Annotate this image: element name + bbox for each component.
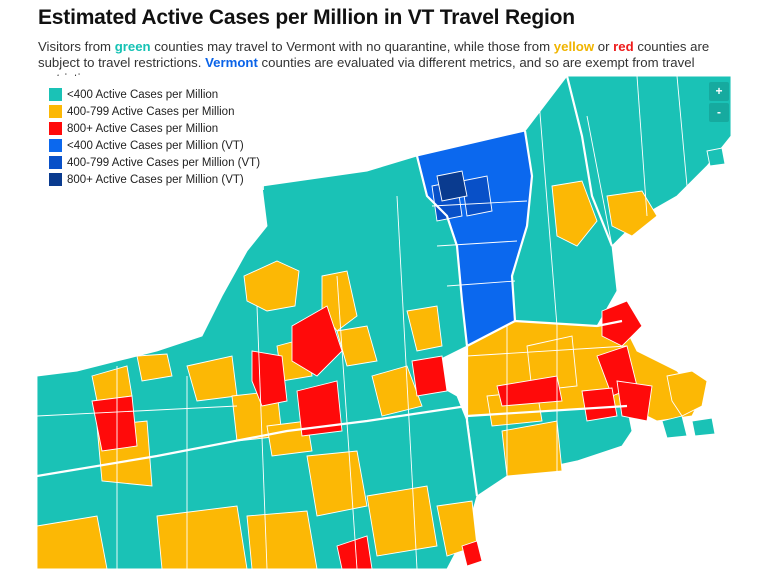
legend-label: 400-799 Active Cases per Million (VT): [67, 156, 261, 169]
county[interactable]: [37, 515, 108, 569]
page-title: Estimated Active Cases per Million in VT…: [38, 6, 575, 29]
county[interactable]: [243, 260, 300, 312]
county[interactable]: [411, 355, 448, 397]
county[interactable]: [601, 300, 643, 347]
county[interactable]: [371, 365, 423, 417]
county-map[interactable]: <400 Active Cases per Million 400-799 Ac…: [37, 76, 731, 569]
county-layers: [37, 147, 726, 569]
county[interactable]: [366, 485, 438, 557]
county[interactable]: [501, 420, 563, 477]
county[interactable]: [691, 417, 716, 437]
county[interactable]: [406, 305, 443, 352]
county[interactable]: [336, 535, 373, 569]
county[interactable]: [306, 450, 368, 517]
desc-green-word: green: [114, 39, 151, 54]
county[interactable]: [551, 180, 598, 247]
county[interactable]: [661, 415, 688, 439]
zoom-controls: + -: [709, 82, 729, 122]
county[interactable]: [461, 540, 483, 567]
desc-text-4: counties are subject to travel restricti…: [38, 39, 710, 70]
legend-swatch: [49, 173, 62, 186]
county[interactable]: [246, 510, 318, 569]
legend-swatch: [49, 88, 62, 101]
map-legend: <400 Active Cases per Million 400-799 Ac…: [45, 84, 265, 190]
zoom-out-button[interactable]: -: [709, 103, 729, 122]
zoom-in-button[interactable]: +: [709, 82, 729, 101]
county[interactable]: [496, 375, 563, 407]
county[interactable]: [336, 325, 378, 367]
desc-vermont-word: Vermont: [205, 55, 258, 70]
map-canvas[interactable]: [37, 76, 731, 569]
legend-item-vt-mid: 400-799 Active Cases per Million (VT): [49, 154, 260, 171]
legend-label: 800+ Active Cases per Million: [67, 122, 219, 135]
legend-label: 400-799 Active Cases per Million: [67, 105, 235, 118]
county[interactable]: [296, 380, 343, 437]
legend-item-vt-low: <400 Active Cases per Million (VT): [49, 137, 260, 154]
desc-red-word: red: [613, 39, 634, 54]
county[interactable]: [291, 305, 343, 377]
legend-label: <400 Active Cases per Million (VT): [67, 139, 244, 152]
legend-swatch: [49, 156, 62, 169]
map-description: Visitors from green counties may travel …: [38, 39, 738, 87]
county[interactable]: [616, 380, 653, 422]
desc-text-1: Visitors from: [38, 39, 115, 54]
legend-label: <400 Active Cases per Million: [67, 88, 219, 101]
desc-text-3: or: [594, 39, 614, 54]
region-cape-cod[interactable]: [666, 370, 708, 417]
legend-item-red: 800+ Active Cases per Million: [49, 120, 260, 137]
state-borders: [37, 76, 628, 497]
county[interactable]: [706, 147, 726, 167]
legend-swatch: [49, 139, 62, 152]
county[interactable]: [606, 190, 658, 237]
county[interactable]: [251, 350, 288, 407]
county[interactable]: [581, 387, 618, 422]
county[interactable]: [156, 505, 248, 569]
legend-item-green: <400 Active Cases per Million: [49, 86, 260, 103]
county[interactable]: [436, 170, 468, 202]
legend-swatch: [49, 105, 62, 118]
legend-item-yellow: 400-799 Active Cases per Million: [49, 103, 260, 120]
desc-text-2: counties may travel to Vermont with no q…: [150, 39, 554, 54]
legend-label: 800+ Active Cases per Million (VT): [67, 173, 244, 186]
county[interactable]: [136, 353, 173, 382]
desc-yellow-word: yellow: [553, 39, 595, 54]
legend-swatch: [49, 122, 62, 135]
legend-item-vt-high: 800+ Active Cases per Million (VT): [49, 171, 260, 188]
county[interactable]: [91, 395, 138, 452]
